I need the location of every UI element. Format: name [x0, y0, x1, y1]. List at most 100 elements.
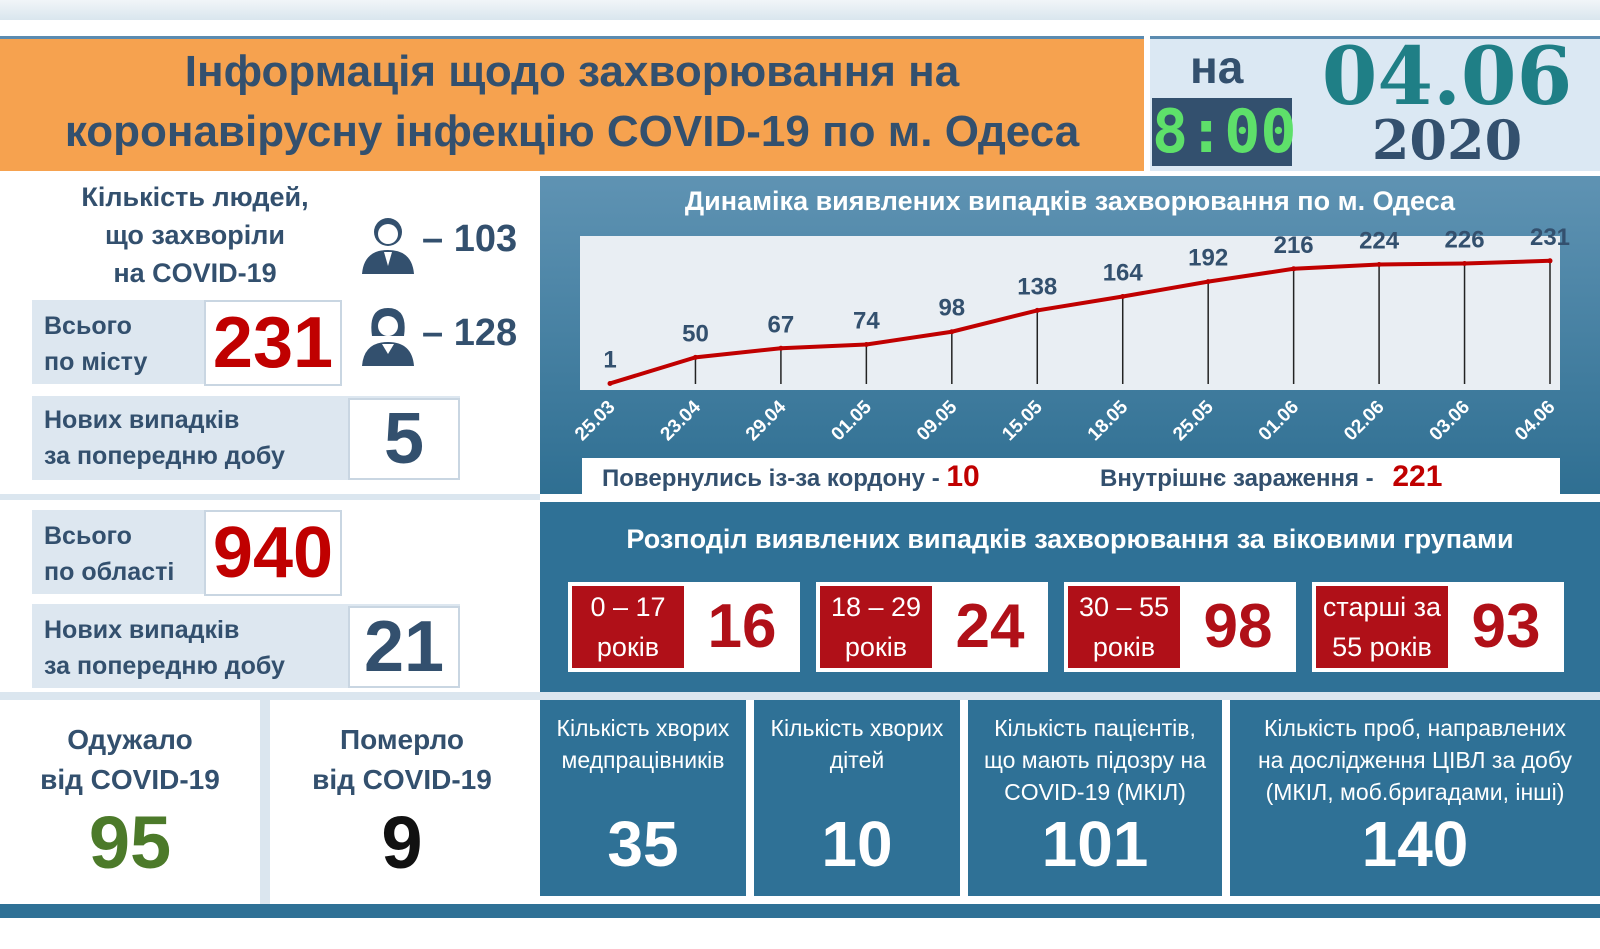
- recovered-value: 95: [88, 801, 172, 884]
- data-point: [692, 354, 698, 360]
- returned-value: 10: [946, 460, 980, 493]
- samples-label-line-2: на дослідження ЦІВЛ за добу: [1257, 747, 1573, 773]
- children-label-line-1: Кількість хворих: [770, 715, 944, 741]
- city-total-label-line-2: по місту: [44, 348, 148, 376]
- age-card-0-17: 0 – 17 років 16: [568, 582, 800, 672]
- people-title-line-3: на COVID-19: [113, 258, 277, 288]
- x-tick-label: 01.06: [1255, 397, 1303, 445]
- data-label: 192: [1188, 245, 1228, 272]
- top-stripe: [0, 0, 1600, 20]
- children-value: 10: [821, 808, 893, 880]
- x-tick-label: 04.06: [1511, 397, 1559, 445]
- data-point: [1034, 307, 1040, 313]
- region-total-label-line-1: Всього: [44, 522, 132, 550]
- suspected-label-line-2: що мають підозру на: [983, 747, 1207, 773]
- age-group-value: 24: [955, 592, 1025, 661]
- data-label: 67: [768, 311, 795, 338]
- age-group-line-2: років: [596, 632, 660, 662]
- cases-line-chart: 1 25.03 50 23.04 67 29.04 74 01.05 98 09.05 138 15.…: [571, 224, 1570, 445]
- suspected-label-line-3: COVID-19 (МКІЛ): [1004, 779, 1186, 805]
- age-group-value: 93: [1471, 592, 1541, 661]
- time-display: 8:00: [1152, 97, 1297, 167]
- age-group-line-2: 55 років: [1332, 632, 1432, 662]
- sources-internal: Внутрішнє зараження - 221: [1100, 460, 1442, 494]
- age-group-line-1: 30 – 55: [1078, 592, 1170, 622]
- age-card-18-29: 18 – 29 років 24: [816, 582, 1048, 672]
- x-tick-label: 29.04: [742, 396, 791, 445]
- age-group-label: 0 – 17 років: [572, 586, 684, 668]
- age-group-line-1: 0 – 17: [590, 592, 666, 622]
- data-label: 216: [1274, 232, 1314, 259]
- data-label: 138: [1017, 273, 1057, 300]
- x-tick-label: 03.06: [1426, 397, 1474, 445]
- died-card: Померло від COVID-19 9: [270, 700, 534, 904]
- children-label: Кількість хворих дітей: [754, 712, 960, 776]
- suspected-card: Кількість пацієнтів, що мають підозру на C…: [968, 700, 1222, 896]
- x-tick-label: 02.06: [1340, 397, 1388, 445]
- children-card: Кількість хворих дітей 10: [754, 700, 960, 896]
- data-point: [1462, 260, 1468, 266]
- died-label-line-1: Померло: [339, 724, 465, 755]
- date-prefix: на: [1190, 41, 1244, 93]
- data-point: [778, 345, 784, 351]
- age-group-label: старші за 55 років: [1316, 586, 1448, 668]
- age-group-label: 18 – 29 років: [820, 586, 932, 668]
- data-label: 1: [603, 346, 616, 373]
- age-card-55-plus: старші за 55 років 93: [1312, 582, 1564, 672]
- medics-value: 35: [607, 808, 679, 880]
- data-label: 231: [1530, 224, 1570, 251]
- male-icon: [362, 218, 414, 274]
- city-total-value: 231: [204, 300, 342, 386]
- age-group-line-2: років: [844, 632, 908, 662]
- city-new-value: 5: [348, 398, 460, 480]
- medics-label: Кількість хворих медпрацівників: [540, 712, 746, 776]
- medics-label-line-1: Кількість хворих: [556, 715, 730, 741]
- region-new-label-line-2: за попередню добу: [44, 652, 285, 680]
- divider: [0, 692, 1600, 700]
- age-card-30-55: 30 – 55 років 98: [1064, 582, 1296, 672]
- city-total-label-line-1: Всього: [44, 312, 132, 340]
- died-value: 9: [381, 801, 423, 884]
- returned-label: Повернулись із-за кордону -: [602, 465, 940, 492]
- x-tick-label: 01.05: [827, 396, 876, 445]
- people-title-line-2: що захворіли: [105, 220, 285, 250]
- x-tick-label: 09.05: [913, 396, 962, 445]
- region-new-label-line-1: Нових випадків: [44, 616, 240, 644]
- recovered-card: Одужало від COVID-19 95: [0, 700, 260, 904]
- divider: [260, 700, 270, 904]
- divider: [0, 494, 540, 500]
- female-count: – 128: [422, 312, 518, 354]
- data-point: [1120, 294, 1126, 300]
- data-point: [949, 329, 955, 335]
- age-group-label: 30 – 55 років: [1068, 586, 1180, 668]
- data-point: [607, 380, 613, 386]
- title-banner: [0, 36, 1144, 171]
- x-tick-label: 25.05: [1169, 396, 1218, 445]
- bottom-bar: [0, 904, 1600, 918]
- recovered-label-line-1: Одужало: [67, 724, 193, 755]
- suspected-value: 101: [1041, 808, 1149, 880]
- samples-label-line-3: (МКІЛ, моб.бригадами, інші): [1265, 779, 1565, 805]
- internal-label: Внутрішнє зараження -: [1100, 465, 1374, 492]
- chart-title: Динаміка виявлених випадків захворювання…: [684, 186, 1456, 216]
- data-point: [1547, 258, 1553, 264]
- city-new-label: Нових випадків за попередню добу: [44, 402, 285, 474]
- region-total-label-line-2: по області: [44, 558, 175, 586]
- medics-label-line-2: медпрацівників: [561, 747, 725, 773]
- report-year: 2020: [1371, 108, 1523, 172]
- x-tick-label: 15.05: [998, 396, 1047, 445]
- region-new-value: 21: [348, 606, 460, 688]
- samples-label-line-1: Кількість проб, направлених: [1264, 715, 1566, 741]
- data-point: [1376, 262, 1382, 268]
- data-label: 74: [853, 308, 880, 335]
- data-label: 164: [1103, 260, 1144, 287]
- title-line-1: Інформація щодо захворювання на: [184, 47, 960, 96]
- age-group-line-2: років: [1092, 632, 1156, 662]
- sources-returned: Повернулись із-за кордону - 10: [602, 460, 980, 494]
- people-title-line-1: Кількість людей,: [81, 182, 309, 212]
- children-label-line-2: дітей: [829, 747, 885, 773]
- male-count: – 103: [422, 218, 518, 260]
- data-label: 98: [938, 295, 965, 322]
- age-group-line-1: 18 – 29: [830, 592, 922, 622]
- x-tick-label: 18.05: [1084, 396, 1133, 445]
